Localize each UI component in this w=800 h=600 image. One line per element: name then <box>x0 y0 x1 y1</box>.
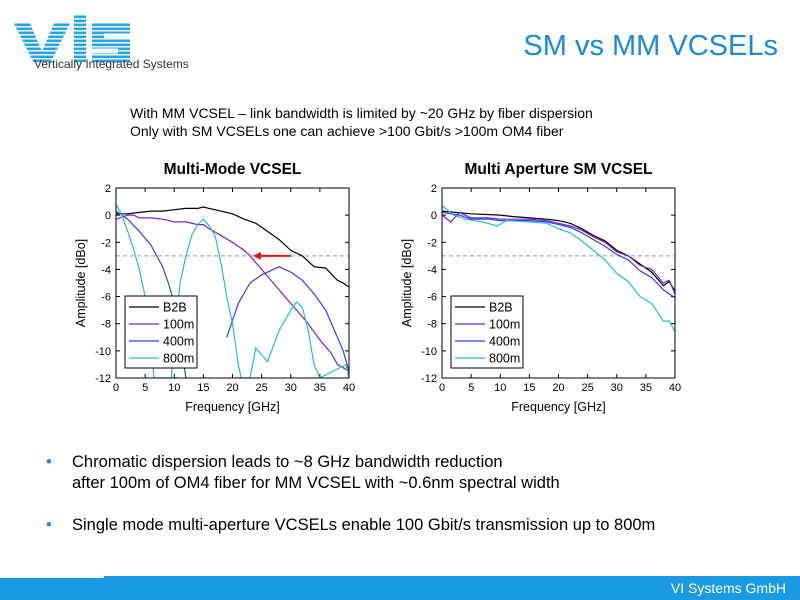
intro-line: With MM VCSEL – link bandwidth is limite… <box>130 105 593 121</box>
footer-bar: VI Systems GmbH <box>0 576 800 600</box>
y-tick-label: 0 <box>105 210 111 222</box>
legend-label: 100m <box>489 318 520 332</box>
legend-label: 400m <box>489 335 520 349</box>
bullet-line: after 100m of OM4 fiber for MM VCSEL wit… <box>72 474 560 492</box>
x-tick-label: 25 <box>582 382 594 394</box>
bullet-line: Single mode multi-aperture VCSELs enable… <box>72 516 656 534</box>
legend-label: B2B <box>489 301 513 315</box>
series-line-100m <box>116 214 349 372</box>
x-tick-label: 5 <box>142 382 148 394</box>
intro-text: With MM VCSEL – link bandwidth is limite… <box>130 104 593 140</box>
annotation-arrow-head <box>252 251 261 260</box>
y-tick-label: -10 <box>421 346 437 358</box>
y-tick-label: -12 <box>421 373 437 385</box>
legend-label: 800m <box>163 352 194 366</box>
footer-divider <box>0 576 104 578</box>
y-tick-label: -4 <box>427 264 437 276</box>
plot-frame <box>115 187 350 379</box>
series-line-100m <box>442 211 675 295</box>
x-tick-label: 30 <box>285 382 297 394</box>
y-tick-label: -2 <box>101 237 111 249</box>
chart-title: Multi-Mode VCSEL <box>164 161 302 178</box>
x-tick-label: 30 <box>611 382 623 394</box>
legend-box <box>124 295 198 369</box>
bullet-item: • Single mode multi-aperture VCSELs enab… <box>46 515 655 536</box>
y-tick-label: -8 <box>427 319 437 331</box>
x-tick-label: 0 <box>113 382 119 394</box>
y-tick-label: -4 <box>101 264 111 276</box>
bullet-dot: • <box>46 516 52 534</box>
footer-company: VI Systems GmbH <box>670 580 786 596</box>
legend-box <box>450 295 524 369</box>
x-tick-label: 20 <box>226 382 238 394</box>
legend-label: 800m <box>489 352 520 366</box>
x-tick-label: 25 <box>256 382 268 394</box>
y-tick-label: 2 <box>105 183 111 195</box>
x-tick-label: 5 <box>468 382 474 394</box>
y-tick-label: -6 <box>427 292 437 304</box>
x-tick-label: 35 <box>314 382 326 394</box>
logo-tagline: Vertically Integrated Systems <box>34 57 189 71</box>
y-axis-label: Amplitude [dBo] <box>74 239 88 327</box>
legend-label: 400m <box>163 335 194 349</box>
y-tick-label: -12 <box>95 373 111 385</box>
x-tick-label: 10 <box>494 382 506 394</box>
y-axis-label: Amplitude [dBo] <box>400 239 414 327</box>
x-tick-label: 20 <box>552 382 564 394</box>
y-tick-label: -2 <box>427 237 437 249</box>
y-tick-label: -10 <box>95 346 111 358</box>
chart-title: Multi Aperture SM VCSEL <box>464 161 652 178</box>
bullet-list: • Chromatic dispersion leads to ~8 GHz b… <box>46 452 655 557</box>
x-tick-label: 10 <box>168 382 180 394</box>
x-tick-label: 40 <box>669 382 681 394</box>
series-line-B2B <box>116 206 349 288</box>
y-tick-label: -6 <box>101 292 111 304</box>
bullet-line: Chromatic dispersion leads to ~8 GHz ban… <box>72 453 503 471</box>
x-axis-label: Frequency [GHz] <box>185 400 279 414</box>
bullet-dot: • <box>46 453 52 471</box>
y-tick-label: 2 <box>431 183 437 195</box>
x-axis-label: Frequency [GHz] <box>511 400 605 414</box>
series-line-800m <box>442 205 675 333</box>
series-line-B2B <box>442 210 675 292</box>
series-line-400m <box>442 211 675 299</box>
slide-title: SM vs MM VCSELs <box>523 30 778 62</box>
vis-logo <box>14 15 130 64</box>
bullet-item: • Chromatic dispersion leads to ~8 GHz b… <box>46 452 655 494</box>
y-tick-label: 0 <box>431 210 437 222</box>
x-tick-label: 40 <box>343 382 355 394</box>
intro-line: Only with SM VCSELs one can achieve >100… <box>130 123 564 139</box>
x-tick-label: 15 <box>523 382 535 394</box>
x-tick-label: 0 <box>439 382 445 394</box>
x-tick-label: 15 <box>197 382 209 394</box>
legend-label: 100m <box>163 318 194 332</box>
x-tick-label: 35 <box>640 382 652 394</box>
plot-frame <box>441 187 676 379</box>
legend-label: B2B <box>163 301 187 315</box>
y-tick-label: -8 <box>101 319 111 331</box>
